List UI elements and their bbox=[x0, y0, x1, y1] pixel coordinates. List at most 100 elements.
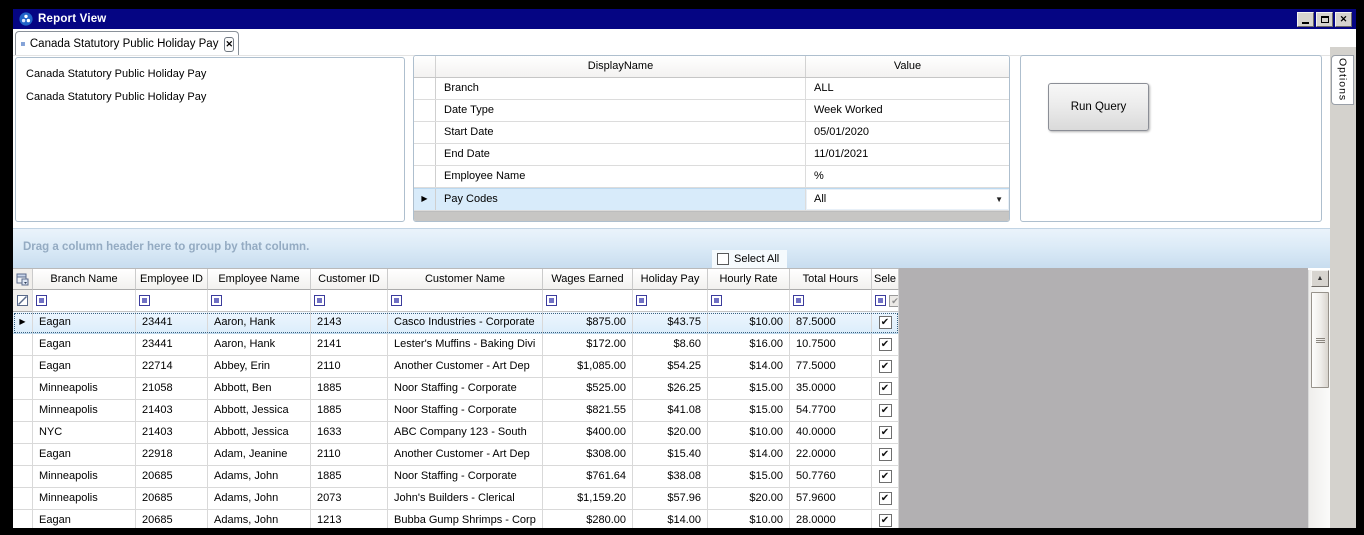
parameter-row-end-date[interactable]: ▶ End Date 11/01/2021 bbox=[414, 144, 1009, 166]
column-header-hourly-rate[interactable]: Hourly Rate bbox=[708, 269, 790, 290]
column-header-holiday-pay[interactable]: Holiday Pay bbox=[633, 269, 708, 290]
row-select-checkbox[interactable]: ✔ bbox=[878, 492, 892, 505]
scrollbar-thumb[interactable] bbox=[1311, 292, 1329, 388]
table-row[interactable]: ▶ Eagan 22918 Adam, Jeanine 2110 Another… bbox=[13, 444, 899, 466]
column-header-total-hours[interactable]: Total Hours bbox=[790, 269, 872, 290]
filter-cell-employee-name[interactable] bbox=[208, 290, 311, 312]
select-all-label: Select All bbox=[734, 253, 780, 265]
filter-button-icon[interactable] bbox=[391, 295, 402, 306]
parameter-row-date-type[interactable]: ▶ Date Type Week Worked bbox=[414, 100, 1009, 122]
filter-cell-hourly-rate[interactable] bbox=[708, 290, 790, 312]
run-query-button[interactable]: Run Query bbox=[1048, 83, 1149, 131]
vertical-scrollbar[interactable]: ▲ bbox=[1308, 270, 1330, 528]
column-header-sele[interactable]: Sele bbox=[872, 269, 899, 290]
maximize-button[interactable] bbox=[1316, 11, 1333, 27]
parameter-value-editor[interactable]: ALL bbox=[806, 78, 1009, 99]
tab-canada-statutory-public-holiday-pay[interactable]: Canada Statutory Public Holiday Pay ✕ bbox=[15, 31, 239, 56]
table-row[interactable]: ▶ Minneapolis 21403 Abbott, Jessica 1885… bbox=[13, 400, 899, 422]
filter-button-icon[interactable] bbox=[139, 295, 150, 306]
cell-total-hours: 57.9600 bbox=[790, 488, 872, 510]
column-header-branch-name[interactable]: Branch Name bbox=[33, 269, 136, 290]
filter-button-icon[interactable] bbox=[211, 295, 222, 306]
filter-cell-wages-earned[interactable] bbox=[543, 290, 633, 312]
cell-select: ✔ bbox=[872, 444, 899, 466]
parameter-name: End Date bbox=[436, 144, 806, 165]
filter-button-icon[interactable] bbox=[36, 295, 47, 306]
filter-cell-employee-id[interactable] bbox=[136, 290, 208, 312]
filter-cell-holiday-pay[interactable] bbox=[633, 290, 708, 312]
table-row[interactable]: ▶ Minneapolis 20685 Adams, John 2073 Joh… bbox=[13, 488, 899, 510]
row-select-checkbox[interactable]: ✔ bbox=[878, 404, 892, 417]
parameter-value-editor[interactable]: All ▼ bbox=[806, 189, 1009, 210]
minimize-button[interactable] bbox=[1297, 11, 1314, 27]
parameter-row-branch[interactable]: ▶ Branch ALL bbox=[414, 78, 1009, 100]
cell-employee-name: Abbott, Jessica bbox=[208, 400, 311, 422]
group-by-band[interactable]: Drag a column header here to group by th… bbox=[13, 228, 1330, 268]
parameter-row-start-date[interactable]: ▶ Start Date 05/01/2020 bbox=[414, 122, 1009, 144]
filter-cell-sele[interactable]: ✔ bbox=[872, 290, 899, 312]
table-row[interactable]: ▶ Eagan 23441 Aaron, Hank 2143 Casco Ind… bbox=[13, 312, 899, 334]
row-select-checkbox[interactable]: ✔ bbox=[878, 426, 892, 439]
cell-customer-id: 1885 bbox=[311, 466, 388, 488]
filter-button-icon[interactable] bbox=[546, 295, 557, 306]
row-select-checkbox[interactable]: ✔ bbox=[878, 360, 892, 373]
row-select-checkbox[interactable]: ✔ bbox=[878, 448, 892, 461]
dropdown-arrow-icon[interactable]: ▼ bbox=[995, 195, 1003, 204]
filter-button-icon[interactable] bbox=[875, 295, 886, 306]
options-strip bbox=[1330, 47, 1356, 528]
column-header-wages-earned[interactable]: Wages Earned bbox=[543, 269, 633, 290]
row-indicator-cell: ▶ bbox=[13, 422, 33, 444]
parameter-value-editor[interactable]: % bbox=[806, 166, 1009, 187]
row-select-checkbox[interactable]: ✔ bbox=[878, 316, 892, 329]
cell-employee-name: Abbey, Erin bbox=[208, 356, 311, 378]
filter-cell-customer-name[interactable] bbox=[388, 290, 543, 312]
parameter-value-editor[interactable]: 11/01/2021 bbox=[806, 144, 1009, 165]
table-row[interactable]: ▶ Eagan 22714 Abbey, Erin 2110 Another C… bbox=[13, 356, 899, 378]
cell-total-hours: 22.0000 bbox=[790, 444, 872, 466]
parameter-row-pay-codes[interactable]: ▶ Pay Codes All ▼ bbox=[414, 188, 1009, 211]
cell-select: ✔ bbox=[872, 312, 899, 334]
report-grid-icon bbox=[21, 42, 25, 46]
row-select-checkbox[interactable]: ✔ bbox=[878, 514, 892, 527]
parameter-name: Branch bbox=[436, 78, 806, 99]
parameter-value-editor[interactable]: Week Worked bbox=[806, 100, 1009, 121]
cell-employee-id: 22714 bbox=[136, 356, 208, 378]
displayname-column-header[interactable]: DisplayName bbox=[436, 56, 806, 77]
filter-button-icon[interactable] bbox=[314, 295, 325, 306]
column-header-customer-id[interactable]: Customer ID bbox=[311, 269, 388, 290]
parameter-value-editor[interactable]: 05/01/2020 bbox=[806, 122, 1009, 143]
row-select-checkbox[interactable]: ✔ bbox=[878, 382, 892, 395]
scroll-up-button[interactable]: ▲ bbox=[1311, 270, 1329, 287]
value-column-header[interactable]: Value bbox=[893, 60, 922, 72]
cell-hourly-rate: $15.00 bbox=[708, 466, 790, 488]
column-header-employee-name[interactable]: Employee Name bbox=[208, 269, 311, 290]
table-row[interactable]: ▶ Minneapolis 21058 Abbott, Ben 1885 Noo… bbox=[13, 378, 899, 400]
table-row[interactable]: ▶ NYC 21403 Abbott, Jessica 1633 ABC Com… bbox=[13, 422, 899, 444]
tab-close-button[interactable]: ✕ bbox=[224, 36, 234, 52]
column-chooser-cell[interactable] bbox=[13, 269, 33, 290]
table-row[interactable]: ▶ Eagan 23441 Aaron, Hank 2141 Lester's … bbox=[13, 334, 899, 356]
table-row[interactable]: ▶ Minneapolis 20685 Adams, John 1885 Noo… bbox=[13, 466, 899, 488]
filter-button-icon[interactable] bbox=[711, 295, 722, 306]
select-all-checkbox[interactable] bbox=[717, 253, 729, 265]
parameter-row-employee-name[interactable]: ▶ Employee Name % bbox=[414, 166, 1009, 188]
row-select-checkbox[interactable]: ✔ bbox=[878, 338, 892, 351]
filter-cell-branch-name[interactable] bbox=[33, 290, 136, 312]
column-header-employee-id[interactable]: Employee ID bbox=[136, 269, 208, 290]
filter-button-icon[interactable] bbox=[793, 295, 804, 306]
cell-customer-name: Another Customer - Art Dep bbox=[388, 356, 543, 378]
filter-cell-total-hours[interactable] bbox=[790, 290, 872, 312]
select-all-control[interactable]: Select All bbox=[712, 250, 788, 268]
close-button[interactable]: ✕ bbox=[1335, 11, 1352, 27]
parameter-row-indicator: ▶ bbox=[414, 189, 436, 210]
table-row[interactable]: ▶ Eagan 20685 Adams, John 1213 Bubba Gum… bbox=[13, 510, 899, 528]
filter-indicator-cell[interactable] bbox=[13, 290, 33, 312]
row-select-checkbox[interactable]: ✔ bbox=[878, 470, 892, 483]
column-header-customer-name[interactable]: Customer Name bbox=[388, 269, 543, 290]
filter-button-icon[interactable] bbox=[636, 295, 647, 306]
cell-customer-name: ABC Company 123 - South bbox=[388, 422, 543, 444]
cell-total-hours: 40.0000 bbox=[790, 422, 872, 444]
row-indicator-cell: ▶ bbox=[13, 378, 33, 400]
filter-cell-customer-id[interactable] bbox=[311, 290, 388, 312]
tab-options[interactable]: Options bbox=[1331, 55, 1354, 105]
